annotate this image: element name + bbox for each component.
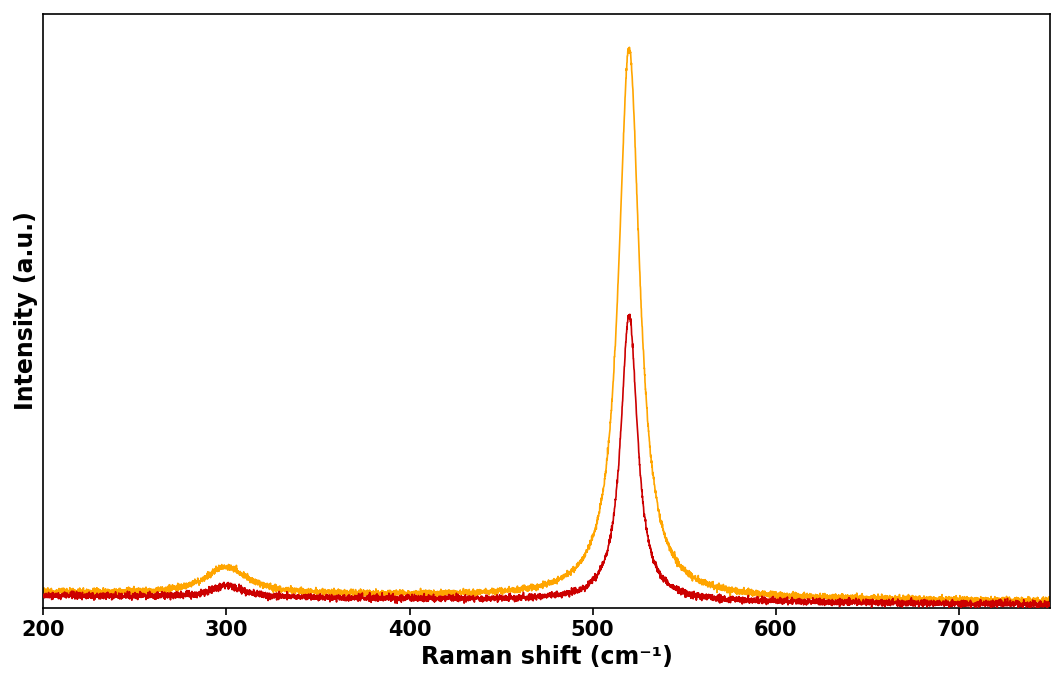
Y-axis label: Intensity (a.u.): Intensity (a.u.) [14, 211, 38, 410]
X-axis label: Raman shift (cm⁻¹): Raman shift (cm⁻¹) [421, 645, 672, 669]
